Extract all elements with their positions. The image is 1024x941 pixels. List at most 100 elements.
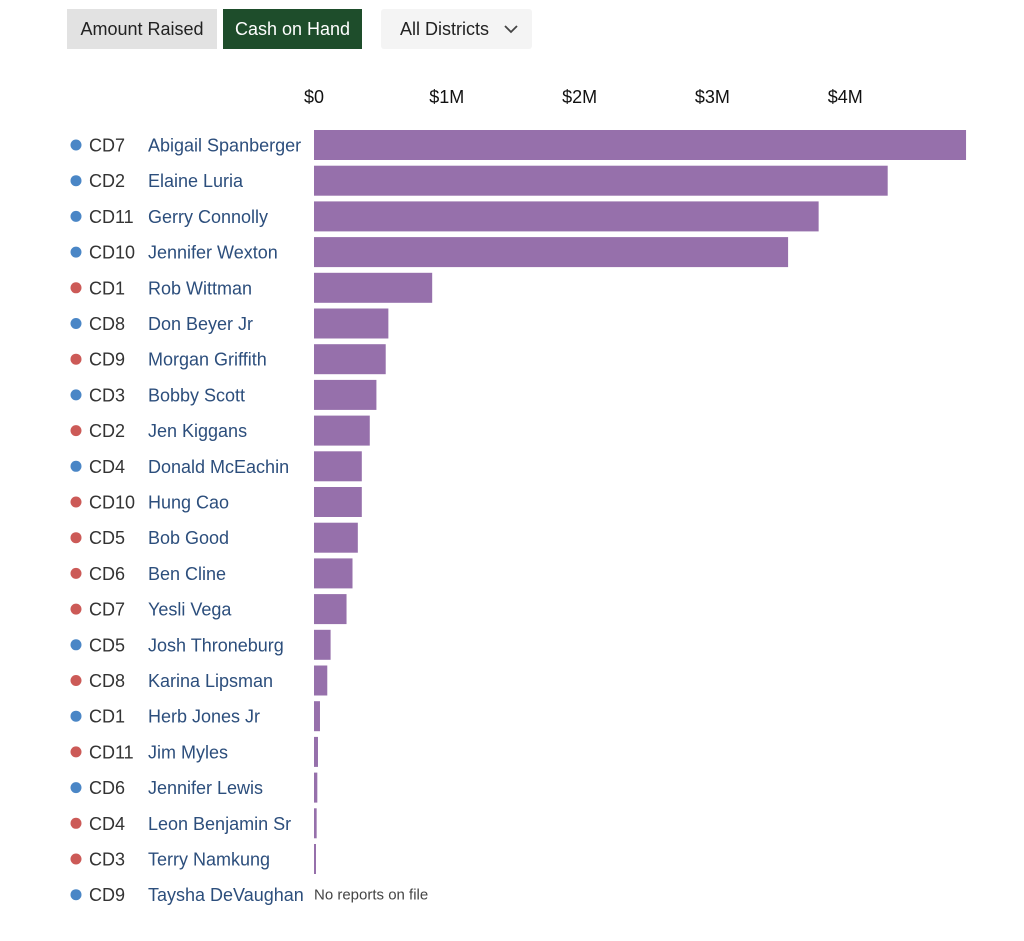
party-dot	[70, 139, 82, 151]
candidate-name[interactable]: Jennifer Wexton	[148, 243, 278, 263]
district-label: CD3	[89, 385, 125, 405]
chart-controls: Amount Raised Cash on Hand All Districts	[67, 9, 532, 49]
bar	[314, 415, 370, 446]
bar	[314, 772, 318, 803]
candidate-name[interactable]: Josh Throneburg	[148, 635, 284, 655]
party-dot	[70, 853, 82, 865]
district-label: CD10	[89, 243, 135, 263]
bar	[314, 379, 377, 410]
candidate-name[interactable]: Morgan Griffith	[148, 350, 267, 370]
party-dot	[70, 353, 82, 365]
district-label: CD7	[89, 600, 125, 620]
bar	[314, 522, 358, 553]
district-label: CD6	[89, 778, 125, 798]
district-label: CD7	[89, 136, 125, 156]
bar	[314, 701, 320, 732]
district-select[interactable]: All Districts	[381, 9, 532, 49]
party-dot	[70, 889, 82, 901]
party-dot	[70, 710, 82, 722]
bar	[314, 665, 328, 696]
candidate-name[interactable]: Jen Kiggans	[148, 421, 247, 441]
district-label: CD5	[89, 528, 125, 548]
candidate-name[interactable]: Hung Cao	[148, 493, 229, 513]
bar	[314, 344, 386, 375]
bar	[314, 130, 967, 160]
chevron-down-icon	[502, 20, 520, 38]
x-tick-label: $0	[304, 87, 324, 107]
candidate-name[interactable]: Jim Myles	[148, 742, 228, 762]
candidate-name[interactable]: Bobby Scott	[148, 385, 245, 405]
bar	[314, 844, 316, 874]
candidate-name[interactable]: Yesli Vega	[148, 600, 232, 620]
candidate-name[interactable]: Elaine Luria	[148, 171, 244, 191]
district-label: CD1	[89, 278, 125, 298]
candidate-name[interactable]: Rob Wittman	[148, 278, 252, 298]
party-dot	[70, 318, 82, 329]
bar	[314, 272, 433, 303]
district-label: CD9	[89, 885, 125, 905]
amount-raised-button[interactable]: Amount Raised	[67, 9, 217, 49]
candidate-name[interactable]: Jennifer Lewis	[148, 778, 263, 798]
district-label: CD3	[89, 850, 125, 870]
party-dot	[70, 246, 82, 258]
district-select-value: All Districts	[400, 18, 489, 39]
party-dot	[70, 532, 82, 544]
district-label: CD11	[89, 742, 134, 762]
bar	[314, 201, 819, 232]
district-label: CD2	[89, 171, 125, 191]
party-dot	[70, 282, 82, 294]
party-dot	[70, 425, 82, 437]
no-data-note: No reports on file	[314, 887, 428, 904]
bar	[314, 237, 789, 268]
district-label: CD10	[89, 493, 135, 513]
party-dot	[70, 639, 82, 651]
party-dot	[70, 603, 82, 615]
bar	[314, 165, 888, 196]
candidate-name[interactable]: Herb Jones Jr	[148, 707, 260, 727]
district-label: CD8	[89, 671, 125, 691]
candidate-name[interactable]: Ben Cline	[148, 564, 226, 584]
party-dot	[70, 210, 82, 222]
party-dot	[70, 746, 82, 758]
district-label: CD1	[89, 707, 125, 727]
district-label: CD4	[89, 457, 125, 477]
district-label: CD2	[89, 421, 125, 441]
party-dot	[70, 389, 82, 401]
candidate-name[interactable]: Bob Good	[148, 528, 229, 548]
x-tick-label: $3M	[695, 87, 730, 107]
bar	[314, 558, 353, 589]
candidate-name[interactable]: Taysha DeVaughan	[148, 885, 304, 905]
party-dot	[70, 567, 82, 579]
candidate-name[interactable]: Karina Lipsman	[148, 671, 273, 691]
candidate-name[interactable]: Donald McEachin	[148, 457, 289, 477]
candidate-name[interactable]: Terry Namkung	[148, 850, 270, 870]
party-dot	[70, 675, 82, 686]
x-tick-label: $2M	[562, 87, 597, 107]
bar	[314, 451, 362, 482]
district-label: CD11	[89, 207, 134, 227]
party-dot	[70, 175, 82, 187]
party-dot	[70, 817, 82, 829]
bar	[314, 808, 317, 839]
bar	[314, 629, 331, 660]
bar	[314, 736, 318, 767]
bar	[314, 487, 362, 517]
cash-on-hand-button[interactable]: Cash on Hand	[223, 9, 362, 49]
district-label: CD4	[89, 814, 125, 834]
district-label: CD6	[89, 564, 125, 584]
party-dot	[70, 460, 82, 472]
candidate-name[interactable]: Don Beyer Jr	[148, 314, 253, 334]
candidate-name[interactable]: Abigail Spanberger	[148, 136, 301, 156]
bar	[314, 308, 389, 339]
party-dot	[70, 496, 82, 508]
candidate-name[interactable]: Leon Benjamin Sr	[148, 814, 291, 834]
candidate-name[interactable]: Gerry Connolly	[148, 207, 268, 227]
district-label: CD9	[89, 350, 125, 370]
x-tick-label: $4M	[828, 87, 863, 107]
party-dot	[70, 782, 82, 794]
x-tick-label: $1M	[429, 87, 464, 107]
district-label: CD8	[89, 314, 125, 334]
bar	[314, 594, 347, 625]
district-label: CD5	[89, 635, 125, 655]
